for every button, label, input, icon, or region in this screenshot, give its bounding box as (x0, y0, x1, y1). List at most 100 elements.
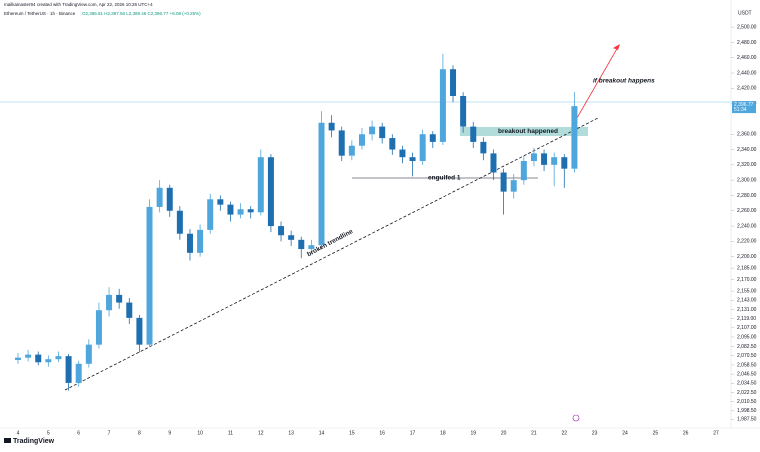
candle-body (176, 210, 183, 234)
candle-body (136, 317, 143, 345)
y-tick-label: 2,480.00 (737, 40, 757, 46)
y-tick-label: 2,010.50 (737, 399, 757, 405)
candle-body (439, 69, 446, 142)
candle-body (257, 157, 264, 213)
candle-body (571, 106, 578, 169)
projection-arrow (576, 46, 619, 119)
candle-body (288, 235, 295, 240)
breakout-box (460, 127, 588, 136)
candle-body (328, 122, 335, 131)
candle-body (470, 126, 477, 142)
candle-body (35, 354, 42, 363)
candle-body (429, 134, 436, 142)
candle-body (85, 344, 92, 364)
y-tick-label: 2,046.50 (737, 371, 757, 377)
candle-body (15, 357, 21, 360)
candle-body (520, 161, 527, 181)
x-tick-label: 4 (17, 430, 20, 436)
candle-body (308, 245, 315, 250)
candle-body (348, 145, 355, 156)
x-tick-label: 23 (592, 430, 598, 436)
candle-body (551, 157, 558, 165)
candle-body (146, 206, 153, 345)
candle-body (207, 199, 214, 230)
y-tick-label: 2,095.00 (737, 334, 757, 340)
candle-body (419, 134, 426, 162)
candle-body (530, 153, 537, 162)
candle-body (460, 95, 467, 127)
x-tick-label: 7 (108, 430, 111, 436)
candle-body (358, 134, 365, 146)
candle-body (500, 172, 507, 192)
x-tick-label: 20 (501, 430, 507, 436)
x-tick-label: 11 (228, 430, 233, 436)
brand-name: TradingView (13, 438, 55, 445)
y-tick-label: 2,300.00 (737, 177, 757, 183)
candle-body (389, 138, 396, 150)
y-tick-label: 2,420.00 (737, 86, 757, 92)
candle-body (65, 356, 72, 383)
candle-body (247, 209, 254, 213)
candle-body (399, 149, 406, 158)
x-tick-label: 8 (138, 430, 141, 436)
x-tick-label: 5 (47, 430, 50, 436)
candle-body (106, 294, 113, 311)
symbol-title: Ethereum / TetherUS · 1h · Binance (4, 11, 76, 16)
y-tick-label: 2,107.00 (737, 325, 757, 331)
candle-body (186, 233, 193, 253)
x-tick-label: 26 (683, 430, 689, 436)
countdown: 51:34 (734, 107, 747, 113)
y-tick-label: 2,119.00 (737, 316, 756, 322)
y-tick-label: 2,240.00 (737, 223, 757, 229)
candle-body (298, 239, 305, 250)
y-tick-label: 2,280.00 (737, 193, 757, 199)
ohlc-header: O2,396.81 H2,397.56 L2,389.46 C2,396.77 … (82, 11, 201, 16)
candle-body (156, 187, 163, 207)
candle-body (338, 130, 345, 156)
annotation: breakout happened (498, 128, 558, 135)
x-tick-label: 16 (379, 430, 385, 436)
x-tick-label: 25 (653, 430, 659, 436)
x-tick-label: 21 (531, 430, 537, 436)
y-tick-label: 2,500.00 (737, 24, 757, 30)
y-tick-label: 2,220.00 (737, 239, 757, 245)
candle-body (541, 153, 548, 165)
last-price-tag (732, 101, 756, 114)
candle-body (510, 180, 517, 192)
x-tick-label: 19 (470, 430, 476, 436)
y-tick-label: 2,070.50 (737, 353, 757, 359)
y-tick-label: 2,440.00 (737, 70, 757, 76)
candle-body (55, 356, 62, 360)
y-tick-label: 2,260.00 (737, 208, 757, 214)
logo-mark (4, 438, 11, 443)
x-tick-label: 14 (319, 430, 325, 436)
candle-body (278, 226, 285, 236)
candle-body (318, 122, 325, 246)
candle-body (409, 157, 416, 162)
y-tick-label: 2,034.50 (737, 381, 757, 387)
y-tick-label: 2,360.00 (737, 132, 757, 138)
candle-body (95, 310, 102, 345)
attribution: mailkainaster94 created with TradingView… (4, 2, 153, 7)
y-tick-label: 2,155.00 (737, 288, 757, 294)
y-tick-label: 2,082.50 (737, 344, 757, 350)
candle-body (450, 69, 457, 96)
candle-body (561, 157, 568, 169)
candle-body (166, 187, 173, 211)
y-tick-label: 2,185.00 (737, 265, 757, 271)
y-tick-label: 2,200.00 (737, 254, 757, 260)
candle-body (25, 354, 32, 358)
candle-body (490, 153, 497, 173)
axis-unit: USDT (738, 10, 752, 16)
x-tick-label: 15 (349, 430, 355, 436)
candle-body (197, 229, 204, 253)
candle-body (126, 302, 133, 318)
arrow-head (613, 44, 620, 50)
y-tick-label: 2,143.00 (737, 298, 757, 304)
candle-body (379, 126, 386, 139)
event-icon (572, 414, 580, 422)
candle-body (480, 141, 487, 154)
candle-body (227, 204, 234, 215)
